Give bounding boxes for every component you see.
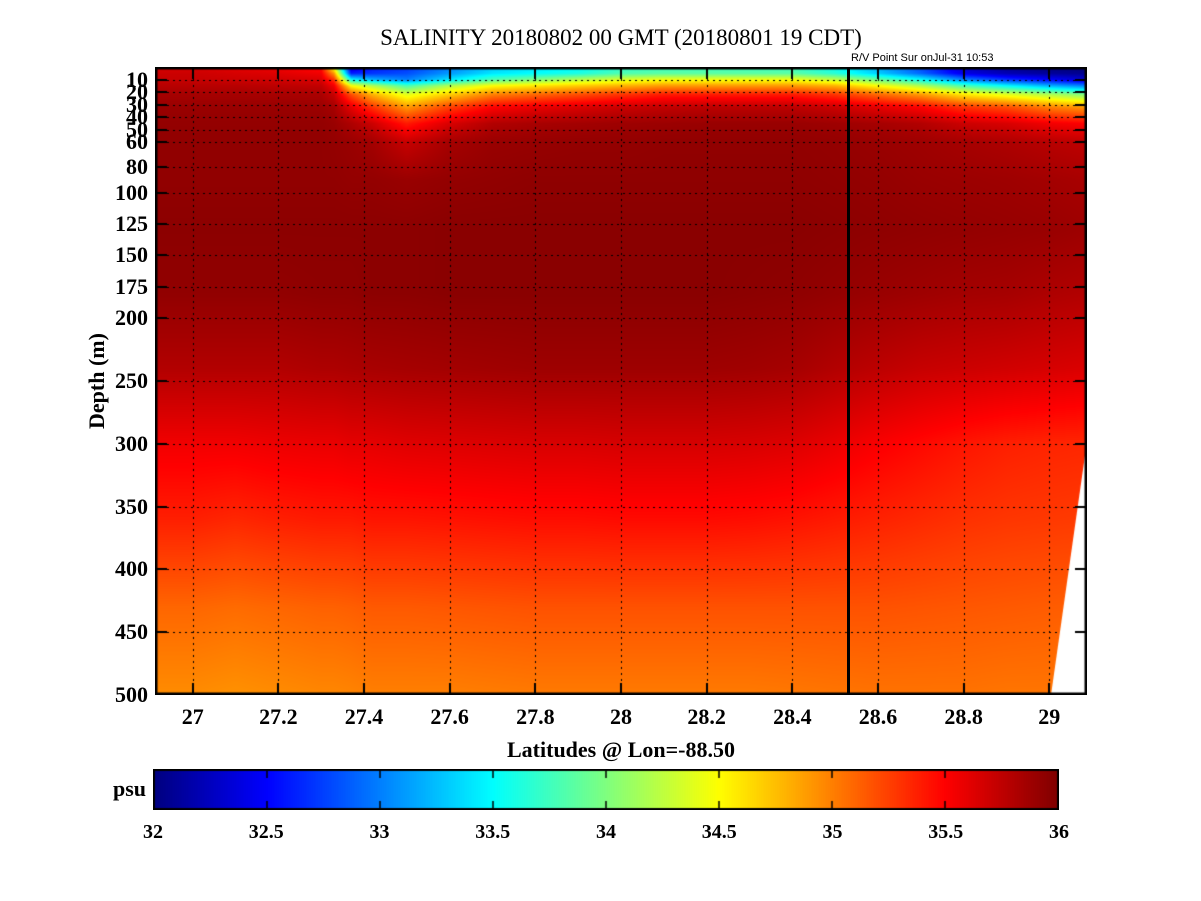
y-tick-label: 200 [115, 305, 148, 331]
colorbar-tick-label: 34.5 [701, 821, 737, 843]
y-tick-label: 150 [115, 242, 148, 268]
x-tick-label: 28.8 [944, 704, 983, 729]
colorbar-tick-label: 34 [596, 821, 616, 843]
x-tick-label: 28.6 [858, 704, 898, 729]
y-tick-label: 500 [115, 682, 148, 707]
y-tick-label: 125 [115, 211, 148, 236]
y-tick-label: 80 [126, 154, 148, 180]
y-tick-label: 400 [115, 556, 148, 582]
y-tick-label: 350 [115, 493, 148, 519]
y-tick-label: 40 [126, 104, 148, 130]
y-tick-label: 175 [115, 273, 148, 299]
ship-position-line [846, 67, 850, 695]
y-tick-label: 50 [126, 116, 148, 142]
colorbar-tick-label: 32.5 [248, 821, 284, 843]
y-tick-label: 100 [115, 179, 148, 205]
salinity-heatmap-canvas [155, 67, 1087, 695]
colorbar-tick-label: 35 [822, 821, 843, 843]
colorbar-tick-label: 35.5 [928, 821, 964, 843]
y-tick-label: 450 [115, 619, 148, 645]
x-tick-label: 28.2 [687, 704, 726, 729]
x-tick-label: 28.4 [773, 704, 812, 729]
plot-title: SALINITY 20180802 00 GMT (20180801 19 CD… [380, 25, 862, 50]
y-tick-label: 20 [126, 79, 148, 105]
colorbar-tick-label: 33.5 [475, 821, 511, 843]
plot-area [155, 67, 1087, 695]
x-axis-label: Latitudes @ Lon=-88.50 [507, 737, 735, 762]
colorbar-gradient [153, 769, 1059, 810]
x-tick-label: 27 [181, 704, 204, 729]
colorbar-label: psu [112, 776, 146, 801]
x-tick-label: 27.8 [516, 704, 555, 729]
x-tick-label: 27.2 [259, 704, 298, 729]
colorbar-tick-label: 33 [369, 821, 390, 843]
x-tick-label: 27.6 [430, 704, 469, 729]
y-tick-label: 10 [126, 66, 148, 92]
colorbar-tick-label: 36 [1049, 821, 1069, 843]
y-tick-label: 60 [126, 129, 148, 155]
colorbar-tick-label: 32 [143, 821, 163, 843]
x-tick-label: 28 [610, 704, 632, 729]
y-tick-label: 30 [126, 91, 148, 117]
y-tick-label: 300 [115, 430, 148, 456]
x-tick-label: 29 [1038, 704, 1061, 729]
y-tick-label: 250 [115, 368, 148, 393]
x-tick-label: 27.4 [344, 704, 384, 729]
ship-annotation: R/V Point Sur onJul-31 10:53 [851, 52, 994, 64]
